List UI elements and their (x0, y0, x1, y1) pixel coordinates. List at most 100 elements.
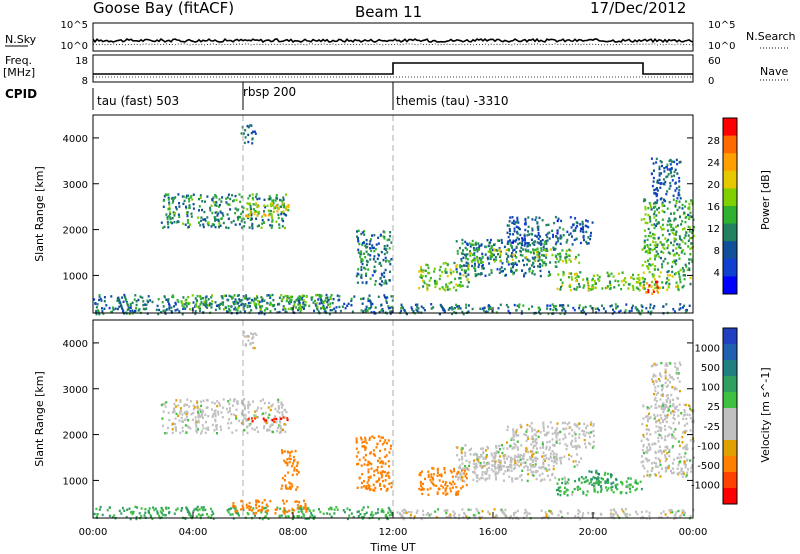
scatter-cell (285, 208, 288, 211)
scatter-cell (688, 258, 691, 261)
velocity-frame (92, 319, 694, 519)
colorbar-segment (723, 344, 737, 361)
scatter-cell (671, 446, 674, 449)
scatter-cell (666, 447, 669, 450)
scatter-cell (98, 298, 100, 302)
power-colorbar-label: Power [dB] (759, 170, 772, 230)
scatter-cell (607, 487, 610, 490)
scatter-cell (220, 295, 223, 298)
scatter-cell (220, 217, 223, 221)
scatter-cell (468, 461, 471, 464)
scatter-cell (678, 176, 681, 180)
scatter-cell (666, 163, 669, 166)
scatter-cell (181, 420, 184, 423)
scatter-cell (600, 488, 603, 491)
scatter-cell (219, 211, 222, 214)
scatter-cell (174, 417, 177, 420)
scatter-cell (490, 251, 493, 254)
scatter-cell (135, 300, 138, 303)
scatter-cell (522, 457, 525, 461)
scatter-cell (667, 378, 670, 382)
scatter-cell (668, 201, 671, 204)
scatter-cell (574, 257, 577, 261)
scatter-cell (532, 248, 535, 252)
scatter-cell (222, 221, 225, 225)
scatter-cell (624, 309, 627, 312)
scatter-cell (510, 457, 513, 460)
scatter-cell (606, 271, 609, 274)
scatter-cell (197, 411, 199, 414)
scatter-cell (450, 471, 453, 474)
scatter-cell (611, 312, 614, 315)
scatter-cell (680, 251, 683, 254)
scatter-cell (654, 205, 657, 208)
scatter-cell (656, 289, 659, 292)
scatter-cell (545, 223, 548, 227)
scatter-cell (540, 242, 543, 246)
scatter-cell (494, 467, 497, 471)
scatter-cell (294, 500, 297, 503)
scatter-cell (642, 464, 645, 467)
scatter-cell (664, 370, 667, 374)
scatter-cell (494, 516, 497, 519)
scatter-cell (649, 416, 652, 419)
scatter-cell (263, 299, 266, 302)
scatter-cell (239, 310, 242, 313)
scatter-cell (660, 241, 663, 245)
scatter-cell (214, 419, 217, 423)
scatter-cell (689, 459, 692, 462)
scatter-cell (360, 464, 363, 467)
scatter-cell (244, 303, 247, 306)
scatter-cell (657, 471, 660, 474)
scatter-cell (381, 443, 384, 446)
scatter-cell (474, 267, 477, 271)
scatter-cell (677, 440, 680, 443)
scatter-cell (590, 480, 593, 483)
scatter-cell (281, 411, 284, 414)
scatter-cell (413, 515, 416, 518)
scatter-cell (678, 380, 681, 383)
scatter-cell (358, 477, 361, 480)
scatter-cell (385, 296, 388, 300)
scatter-cell (368, 485, 371, 488)
scatter-cell (252, 130, 254, 133)
scatter-cell (551, 438, 554, 441)
scatter-cell (355, 441, 358, 444)
scatter-cell (373, 270, 376, 274)
scatter-cell (548, 440, 551, 443)
scatter-cell (590, 307, 593, 310)
scatter-cell (520, 444, 523, 447)
scatter-cell (515, 225, 518, 228)
scatter-cell (246, 208, 249, 211)
scatter-cell (538, 310, 540, 313)
scatter-cell (620, 480, 622, 484)
scatter-cell (376, 468, 379, 472)
scatter-cell (362, 297, 365, 300)
scatter-cell (177, 220, 180, 223)
scatter-cell (656, 284, 659, 287)
scatter-cell (479, 258, 482, 262)
scatter-cell (247, 406, 250, 410)
scatter-cell (585, 493, 588, 497)
scatter-cell (376, 466, 379, 469)
scatter-cell (181, 426, 184, 429)
scatter-cell (690, 466, 693, 470)
scatter-cell (578, 477, 581, 481)
scatter-cell (517, 517, 520, 520)
scatter-cell (601, 287, 604, 290)
scatter-cell (460, 487, 463, 490)
scatter-cell (531, 437, 534, 441)
scatter-cell (484, 253, 487, 256)
scatter-cell (671, 445, 674, 448)
scatter-cell (380, 272, 383, 276)
scatter-cell (365, 281, 368, 284)
scatter-cell (577, 515, 580, 519)
scatter-cell (675, 158, 678, 162)
scatter-cell (512, 219, 515, 223)
scatter-cell (598, 275, 601, 279)
scatter-cell (634, 510, 637, 513)
scatter-cell (253, 332, 256, 335)
scatter-cell (586, 424, 589, 427)
scatter-cell (249, 218, 252, 221)
scatter-cell (687, 207, 690, 210)
